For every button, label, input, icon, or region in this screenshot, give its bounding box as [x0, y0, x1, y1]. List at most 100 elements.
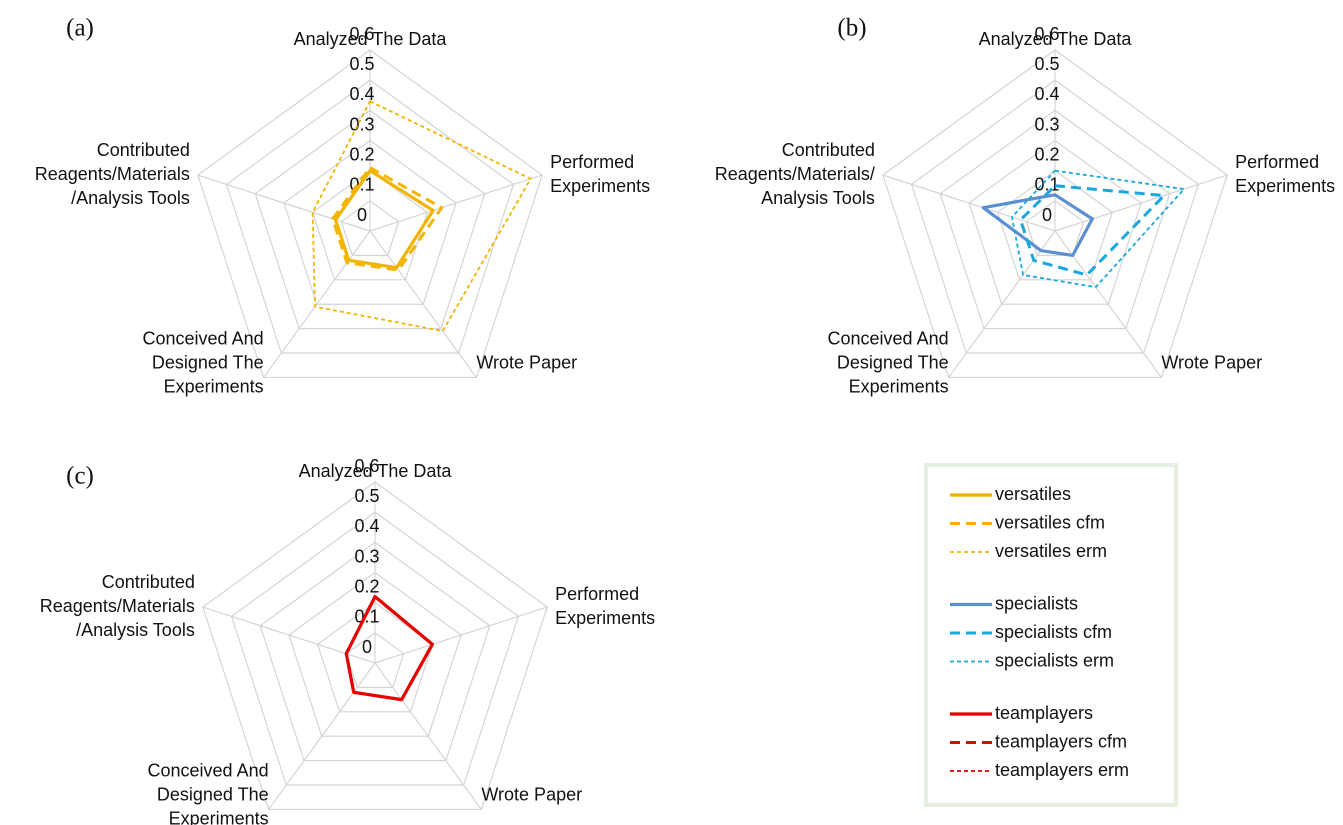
series-line	[345, 595, 434, 701]
axis-label: Contributed Reagents/Materials/Analysis T…	[35, 140, 190, 208]
tick-label: 0.4	[1034, 84, 1059, 104]
grid-ring	[202, 481, 548, 811]
axis-label: Conceived And Designed The Experiments	[828, 328, 949, 396]
grid-ring	[311, 169, 429, 281]
series-line	[331, 166, 444, 272]
legend-label: teamplayers erm	[995, 760, 1129, 780]
tick-label: 0.1	[1034, 175, 1059, 195]
tick-label: 0.6	[1034, 24, 1059, 44]
axis-label-line: Experiments	[169, 808, 269, 825]
axis-label-line: /Analysis Tools	[71, 188, 190, 208]
axis-label: Wrote Paper	[1161, 352, 1262, 372]
axis-label: Performed Experiments	[1235, 152, 1335, 196]
grid-ring	[259, 541, 491, 762]
spoke	[374, 662, 482, 810]
tick-label: 0.2	[354, 576, 379, 596]
axis-label-line: Conceived And	[143, 328, 264, 348]
spoke	[369, 174, 543, 232]
spoke	[197, 174, 371, 232]
tick-label: 0.2	[1034, 144, 1059, 164]
axis-label: Conceived And Designed The Experiments	[148, 760, 269, 825]
tick-label: 0	[1042, 205, 1052, 225]
axis-label: Performed Experiments	[550, 152, 650, 196]
axis-label: Performed Experiments	[555, 584, 655, 628]
tick-label: 0.5	[349, 54, 374, 74]
spoke	[202, 606, 376, 664]
tick-label: 0.6	[354, 456, 379, 476]
axis-label-line: Experiments	[550, 176, 650, 196]
axis-label: Wrote Paper	[476, 352, 577, 372]
legend-label: versatiles cfm	[995, 512, 1105, 532]
axis-label: Conceived And Designed The Experiments	[143, 328, 264, 396]
axis-label-line: Reagents/Materials	[35, 164, 190, 184]
axis-label-line: /Analysis Tools	[76, 620, 195, 640]
legend-label: specialists cfm	[995, 622, 1112, 642]
series-line	[333, 169, 435, 270]
axis-label: Analyzed The Data	[299, 461, 453, 481]
axis-label-line: Analysis Tools	[761, 188, 875, 208]
axis-label-line: Contributed	[97, 140, 190, 160]
panel-label: (a)	[66, 15, 94, 42]
legend-label: versatiles	[995, 484, 1071, 504]
axis-label-line: Reagents/Materials/	[715, 164, 875, 184]
legend-box	[924, 463, 1178, 807]
axis-label-line: Analyzed The Data	[294, 29, 448, 49]
axis-label-line: Performed	[550, 152, 634, 172]
axis-label-line: Contributed	[782, 140, 875, 160]
tick-label: 0.3	[349, 114, 374, 134]
series-line	[1019, 184, 1166, 277]
axis-label-line: Conceived And	[828, 328, 949, 348]
axis-label-line: Experiments	[849, 376, 949, 396]
axis-label: Analyzed The Data	[294, 29, 448, 49]
axis-label-line: Analyzed The Data	[979, 29, 1133, 49]
grid-ring	[197, 49, 543, 379]
series-line	[981, 193, 1094, 258]
panel-label: (c)	[66, 463, 94, 490]
axis-label-line: Experiments	[555, 608, 655, 628]
tick-label: 0	[362, 637, 372, 657]
tick-label: 0.3	[354, 546, 379, 566]
axis-label-line: Designed The	[152, 352, 264, 372]
tick-label: 0.5	[354, 486, 379, 506]
axis-label-line: Conceived And	[148, 760, 269, 780]
spoke	[882, 174, 1056, 232]
spoke	[948, 230, 1056, 378]
tick-label: 0.5	[1034, 54, 1059, 74]
tick-label: 0.3	[1034, 114, 1059, 134]
grid-ring	[254, 109, 486, 330]
tick-label: 0.4	[349, 84, 374, 104]
axis-label-line: Analyzed The Data	[299, 461, 453, 481]
axis-label: Wrote Paper	[481, 784, 582, 804]
axis-label-line: Designed The	[837, 352, 949, 372]
grid-ring	[225, 79, 515, 354]
tick-label: 0.2	[349, 144, 374, 164]
grid-ring	[910, 79, 1200, 354]
legend-label: teamplayers cfm	[995, 731, 1127, 751]
axis-label-line: Performed	[1235, 152, 1319, 172]
legend-label: teamplayers	[995, 703, 1093, 723]
tick-label: 0.4	[354, 516, 379, 536]
axis-label-line: Wrote Paper	[1161, 352, 1262, 372]
grid-ring	[1025, 200, 1085, 257]
panel-label: (b)	[837, 15, 866, 42]
series-line	[311, 100, 532, 332]
axis-label-line: Wrote Paper	[476, 352, 577, 372]
tick-label: 0	[357, 205, 367, 225]
axis-label: Contributed Reagents/Materials/Analysis T…	[715, 140, 875, 208]
axis-label-line: Experiments	[164, 376, 264, 396]
spoke	[263, 230, 371, 378]
grid-ring	[288, 571, 462, 737]
spoke	[374, 606, 548, 664]
axis-label-line: Performed	[555, 584, 639, 604]
grid-ring	[230, 511, 520, 786]
spoke	[268, 662, 376, 810]
legend-label: specialists erm	[995, 650, 1114, 670]
grid-ring	[345, 632, 405, 689]
spoke	[369, 230, 477, 378]
axis-label: Analyzed The Data	[979, 29, 1133, 49]
grid-ring	[340, 200, 400, 257]
axis-label-line: Wrote Paper	[481, 784, 582, 804]
tick-label: 0.6	[349, 24, 374, 44]
axis-label-line: Designed The	[157, 784, 269, 804]
axis-label-line: Experiments	[1235, 176, 1335, 196]
